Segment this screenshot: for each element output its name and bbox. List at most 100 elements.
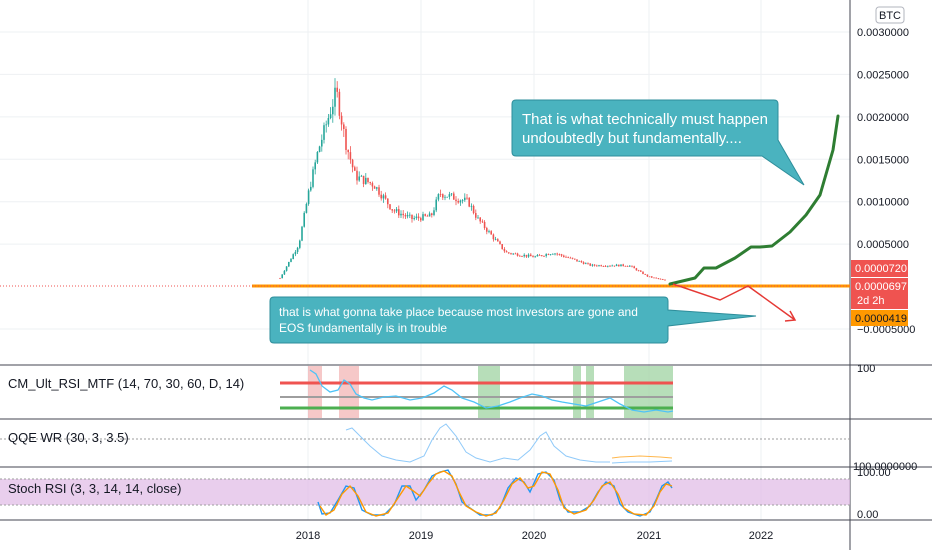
candle-body bbox=[376, 187, 378, 189]
candle-body bbox=[382, 195, 385, 199]
candle-body bbox=[310, 186, 312, 191]
candle-body bbox=[393, 210, 396, 212]
candle-body bbox=[316, 151, 319, 163]
candle-body bbox=[640, 270, 642, 272]
forecast-up-line[interactable] bbox=[668, 114, 840, 286]
candle-body bbox=[413, 218, 415, 220]
candle-body bbox=[662, 279, 664, 280]
callout-bottom[interactable]: that is what gonna take place because mo… bbox=[269, 296, 757, 344]
candle-body bbox=[488, 231, 490, 233]
candle-body bbox=[558, 254, 561, 255]
time-tick-2020: 2020 bbox=[522, 530, 546, 542]
price-tag-support-bg bbox=[851, 310, 908, 326]
stoch-band bbox=[0, 479, 850, 505]
candle-body bbox=[499, 241, 501, 245]
candle-body bbox=[604, 266, 607, 267]
candle-body bbox=[470, 205, 473, 207]
candle-body bbox=[442, 194, 444, 198]
candle-body bbox=[378, 187, 380, 195]
price-tick-label: 0.0005000 bbox=[857, 239, 909, 251]
currency-badge[interactable] bbox=[875, 6, 905, 24]
stoch-title[interactable]: Stoch RSI (3, 3, 14, 14, close) bbox=[8, 481, 181, 496]
candle-body bbox=[387, 198, 389, 205]
price-tags: 0.0000720 0.0000697 2d 2h 0.0000419 bbox=[851, 260, 908, 326]
candle-body bbox=[534, 256, 536, 258]
candle-body bbox=[648, 276, 651, 278]
candle-body bbox=[618, 264, 620, 267]
price-tick-label: 0.0030000 bbox=[857, 27, 909, 39]
qqe-title[interactable]: QQE WR (30, 3, 3.5) bbox=[8, 430, 129, 445]
candle-body bbox=[466, 197, 468, 199]
candle-body bbox=[428, 213, 431, 217]
callout-top[interactable]: That is what technically must happen und… bbox=[511, 99, 805, 186]
candle-body bbox=[633, 266, 635, 269]
time-tick-2019: 2019 bbox=[409, 530, 433, 542]
rsi-title[interactable]: CM_Ult_RSI_MTF (14, 70, 30, 60, D, 14) bbox=[8, 376, 244, 391]
candle-body bbox=[567, 257, 569, 258]
candle-body bbox=[373, 186, 376, 189]
currency-badge-label: BTC bbox=[879, 10, 901, 22]
candle-body bbox=[318, 146, 321, 152]
candle-body bbox=[435, 199, 437, 211]
candle-body bbox=[574, 258, 576, 260]
candle-body bbox=[624, 265, 627, 267]
price-tag-support: 0.0000419 bbox=[855, 313, 907, 325]
candle-body bbox=[395, 209, 398, 212]
forecast-down-line[interactable] bbox=[672, 283, 796, 321]
candle-body bbox=[514, 253, 517, 255]
candle-body bbox=[578, 260, 580, 262]
price-tick-label: 0.0015000 bbox=[857, 154, 909, 166]
candle-body bbox=[626, 266, 629, 267]
candle-body bbox=[453, 193, 455, 200]
price-axis[interactable]: BTC 0.0030000 0.0025000 0.0020000 0.0015000… bbox=[857, 6, 915, 336]
candle-body bbox=[560, 254, 563, 256]
time-tick-2021: 2021 bbox=[637, 530, 661, 542]
candle-body bbox=[369, 182, 371, 184]
candle-body bbox=[468, 197, 470, 207]
candle-body bbox=[519, 255, 521, 257]
rsi-axis-label: 100 bbox=[857, 363, 875, 375]
price-tick-label: 0.0010000 bbox=[857, 197, 909, 209]
candle-body bbox=[303, 212, 305, 227]
candle-body bbox=[541, 255, 543, 257]
candle-body bbox=[464, 197, 466, 201]
candle-body bbox=[415, 216, 418, 219]
candle-body bbox=[288, 261, 290, 267]
time-axis[interactable]: 2018 2019 2020 2021 2022 bbox=[296, 530, 773, 542]
candle-body bbox=[589, 263, 591, 266]
price-tick-label: −0.0005000 bbox=[857, 324, 915, 336]
callout-top-line-2: undoubtedly but fundamentally.... bbox=[522, 130, 742, 147]
qqe-axis-label: 100.0000000 bbox=[853, 461, 917, 473]
rsi-pane[interactable]: CM_Ult_RSI_MTF (14, 70, 30, 60, D, 14) 1… bbox=[8, 363, 875, 418]
qqe-line bbox=[345, 423, 610, 463]
candle-body bbox=[664, 279, 666, 281]
candle-body bbox=[587, 263, 589, 265]
stoch-axis-top: 100.00 bbox=[857, 467, 891, 479]
candle-body bbox=[327, 117, 330, 125]
candle-body bbox=[301, 226, 303, 241]
price-pane[interactable]: That is what technically must happen und… bbox=[0, 78, 850, 344]
candle-body bbox=[398, 209, 400, 216]
candle-body bbox=[602, 266, 605, 267]
candle-body bbox=[305, 203, 308, 213]
stoch-pane[interactable]: Stoch RSI (3, 3, 14, 14, close) 100.00 0… bbox=[0, 467, 891, 521]
candle-body bbox=[653, 277, 655, 279]
qqe-pane[interactable]: QQE WR (30, 3, 3.5) 100.0000000 bbox=[0, 423, 917, 473]
candle-body bbox=[565, 256, 567, 258]
candle-body bbox=[439, 194, 442, 195]
price-tag-last-bg bbox=[851, 278, 908, 309]
candle-body bbox=[585, 263, 587, 265]
candle-body bbox=[501, 244, 503, 250]
rsi-oversold-zone bbox=[478, 366, 500, 418]
candle-body bbox=[347, 149, 349, 153]
candle-body bbox=[554, 253, 556, 255]
candle-body bbox=[294, 251, 297, 255]
candle-body bbox=[455, 199, 457, 202]
price-tag-last: 0.0000697 bbox=[855, 281, 907, 293]
candle-body bbox=[384, 195, 387, 199]
candle-body bbox=[497, 239, 499, 242]
price-axis-ticks: 0.0030000 0.0025000 0.0020000 0.0015000 0.00… bbox=[857, 27, 915, 336]
candle-body bbox=[644, 273, 646, 275]
candle-body bbox=[571, 257, 574, 259]
